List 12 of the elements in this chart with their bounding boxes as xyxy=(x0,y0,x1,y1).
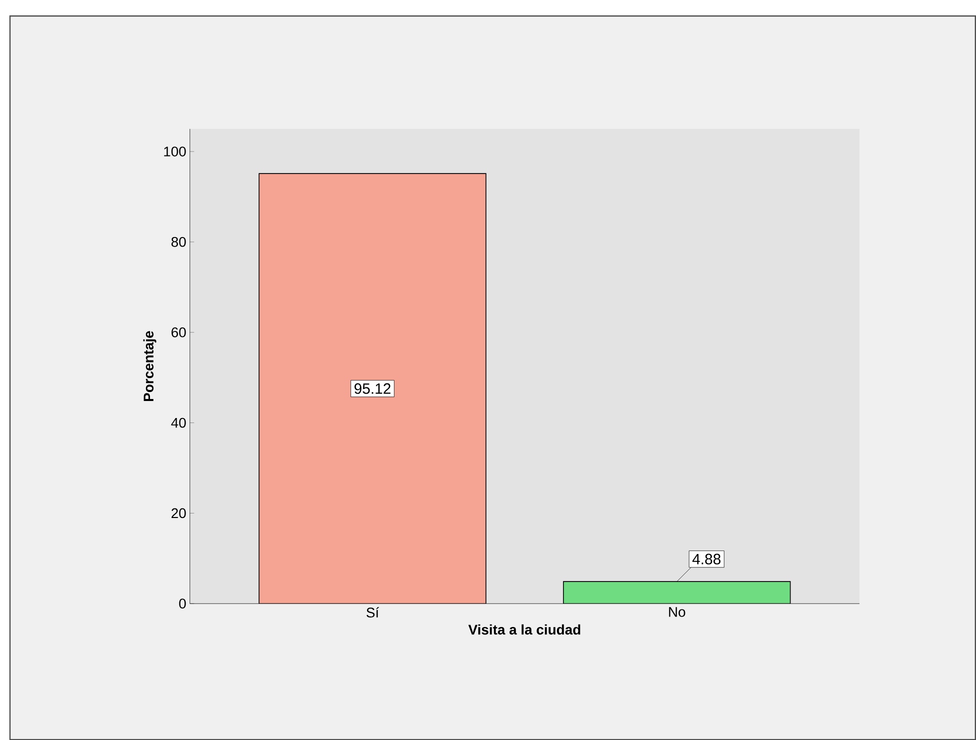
y-tick-label: 80 xyxy=(171,236,186,247)
y-tick-label: 20 xyxy=(172,508,186,518)
x-tick-label: No xyxy=(669,607,686,617)
x-axis-title: Visita a la ciudad xyxy=(468,624,580,635)
data-label: 95.12 xyxy=(354,383,390,394)
x-tick-label: Sí xyxy=(366,607,380,618)
y-tick-label: 100 xyxy=(164,146,186,156)
y-axis-title: Porcentaje xyxy=(143,331,156,401)
y-tick-label: 40 xyxy=(171,418,186,428)
y-tick-label: 60 xyxy=(172,327,186,338)
y-tick-label: 0 xyxy=(179,598,186,608)
data-label: 4.88 xyxy=(692,554,720,564)
